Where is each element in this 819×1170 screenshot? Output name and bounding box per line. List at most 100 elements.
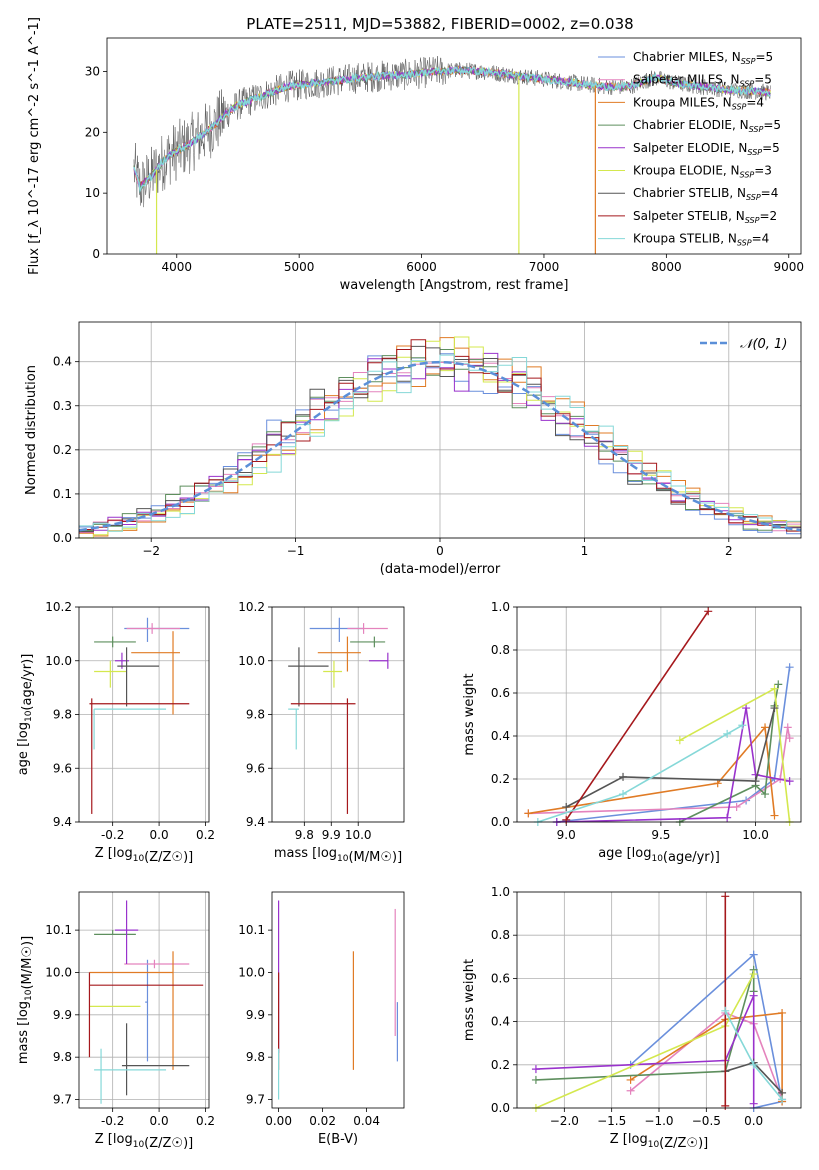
x-tick-label: 4000	[161, 260, 192, 274]
weight-marker	[626, 1086, 635, 1095]
weight-marker	[619, 772, 628, 781]
x-tick-label: −0.5	[692, 1114, 721, 1128]
x-tick-label: -0.2	[101, 1114, 124, 1128]
x-tick-label: 7000	[529, 260, 560, 274]
weight-marker	[675, 736, 684, 745]
legend-entry: Salpeter STELIB, NSSP=2	[633, 209, 777, 225]
y-tick-label: 0.2	[53, 443, 72, 457]
legend-entry: Kroupa ELODIE, NSSP=3	[633, 164, 772, 180]
weight-marker	[749, 1099, 758, 1108]
ebv_mass-panel: 0.00 0.02 0.04 9.7 9.8 9.9 10.0 10.1 E(B-V)	[238, 891, 405, 1147]
y-tick-label: 1.0	[491, 600, 510, 614]
weight-marker	[774, 680, 783, 689]
weight-marker	[749, 950, 758, 959]
x-tick-label: −1	[287, 544, 305, 558]
x-tick-label: 6000	[406, 260, 437, 274]
weight-marker	[619, 790, 628, 799]
y-tick-label: 9.8	[53, 708, 72, 722]
y-tick-label: 0.3	[53, 399, 72, 413]
weight-marker	[783, 723, 792, 732]
y-axis-label: Flux [f_λ 10^-17 erg cm^-2 s^-1 A^-1]	[27, 17, 42, 275]
weight-marker	[732, 802, 741, 811]
weight-marker	[704, 607, 713, 616]
weight-marker	[785, 777, 794, 786]
y-tick-label: 20	[85, 125, 100, 139]
y-tick-label: 10.0	[238, 654, 265, 668]
y-tick-label: 9.8	[246, 708, 265, 722]
mass_age-panel: 9.8 9.9 10.0 9.4 9.6 9.8 10.0 10.2 mass [log10(M…	[238, 600, 405, 865]
weight-marker	[778, 1095, 787, 1104]
x-tick-label: 0.02	[309, 1114, 336, 1128]
y-tick-label: 0.8	[491, 643, 510, 657]
x-tick-label: −2	[142, 544, 160, 558]
x-axis-label: Z [log10(Z/Z☉)]	[95, 846, 193, 865]
x-tick-label: −1.5	[597, 1114, 626, 1128]
y-tick-label: 1.0	[491, 885, 510, 899]
weight-marker	[738, 721, 747, 730]
axes-frame	[78, 606, 210, 823]
x-tick-label: 0.0	[150, 828, 169, 842]
x-axis-label: Z [log10(Z/Z☉)]	[610, 1132, 708, 1151]
residuals-panel: −2 −1 0 1 2 0.0 0.1 0.2 0.3 0.4 (data-model)/error…	[24, 321, 802, 577]
legend-entry: Salpeter ELODIE, NSSP=5	[633, 141, 780, 157]
spectrum-panel: 4000 5000 6000 7000 8000 9000 0 10 20 30 wavelengt…	[27, 17, 804, 293]
x-tick-label: 8000	[651, 260, 682, 274]
x-axis-label: E(B-V)	[318, 1132, 358, 1147]
y-tick-label: 0.6	[491, 686, 510, 700]
residual-histogram-7	[79, 339, 801, 532]
weight-marker	[721, 1101, 730, 1110]
weight-line-4	[535, 995, 755, 1104]
y-tick-label: 10.2	[45, 600, 72, 614]
y-axis-label: age [log10(age/yr)]	[16, 654, 35, 776]
weight-marker	[749, 991, 758, 1000]
weight-marker	[770, 811, 779, 820]
y-tick-label: 0.2	[491, 772, 510, 786]
weight-marker	[770, 704, 779, 713]
y-axis-label: Normed distribution	[24, 365, 39, 495]
legend-entry: Chabrier ELODIE, NSSP=5	[633, 118, 781, 134]
axes-frame	[78, 891, 210, 1109]
y-tick-label: 9.9	[53, 1008, 72, 1022]
y-tick-label: 10.1	[238, 923, 265, 937]
weight-marker	[749, 970, 758, 979]
y-tick-label: 10.0	[238, 965, 265, 979]
x-tick-label: 0.00	[265, 1114, 292, 1128]
figure-title: PLATE=2511, MJD=53882, FIBERID=0002, z=0…	[246, 15, 633, 33]
x-axis-label: Z [log10(Z/Z☉)]	[95, 1132, 193, 1151]
x-tick-label: 1	[581, 544, 589, 558]
x-tick-label: 9.0	[557, 828, 576, 842]
legend-entry: Kroupa STELIB, NSSP=4	[633, 232, 769, 248]
x-axis-label: mass [log10(M/M☉)]	[274, 846, 402, 865]
y-tick-label: 9.4	[53, 815, 72, 829]
weight-marker	[562, 802, 571, 811]
x-tick-label: 0.04	[353, 1114, 380, 1128]
weight-line-2	[528, 725, 776, 816]
weight-line-0	[556, 667, 791, 823]
y-tick-label: 9.7	[53, 1093, 72, 1107]
weight-marker	[721, 892, 730, 901]
weight-marker	[531, 1065, 540, 1074]
x-tick-label: 10.0	[345, 828, 372, 842]
y-tick-label: 9.6	[53, 761, 72, 775]
weight-line-0	[630, 953, 784, 1109]
z_mass-panel: -0.2 0.0 0.2 9.7 9.8 9.9 10.0 10.1 Z [log10(Z/Z☉…	[16, 891, 215, 1151]
normal-curve	[78, 360, 802, 532]
residual-histogram-8	[79, 354, 801, 532]
x-tick-label: −1.0	[644, 1114, 673, 1128]
y-tick-label: 9.6	[246, 761, 265, 775]
weight-marker	[721, 1006, 730, 1015]
y-tick-label: 9.9	[246, 1008, 265, 1022]
z_weight-panel: −2.0 −1.5 −1.0 −0.5 0.0 0.0 0.2 0.4 0.6 0.8 1.0 Z […	[462, 885, 802, 1151]
legend-entry: Chabrier STELIB, NSSP=4	[633, 186, 778, 202]
x-tick-label: 9.8	[295, 828, 314, 842]
x-tick-label: 0.0	[744, 1114, 763, 1128]
y-tick-label: 10.0	[45, 654, 72, 668]
y-tick-label: 0.0	[491, 1101, 510, 1115]
y-tick-label: 0.0	[53, 531, 72, 545]
x-tick-label: 9000	[773, 260, 804, 274]
weight-marker	[626, 1075, 635, 1084]
weight-line-7	[565, 610, 709, 821]
y-tick-label: 0.0	[491, 815, 510, 829]
axes-frame	[78, 321, 802, 539]
legend-entry: Kroupa MILES, NSSP=4	[633, 95, 764, 111]
